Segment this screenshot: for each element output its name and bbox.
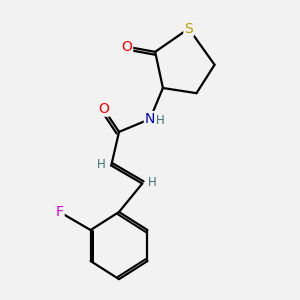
Text: H: H xyxy=(97,158,106,171)
Text: H: H xyxy=(148,176,156,189)
Text: O: O xyxy=(121,40,132,54)
Text: O: O xyxy=(98,102,109,116)
Text: H: H xyxy=(155,114,164,127)
Text: F: F xyxy=(56,205,64,219)
Text: N: N xyxy=(145,112,155,126)
Text: S: S xyxy=(184,22,193,36)
